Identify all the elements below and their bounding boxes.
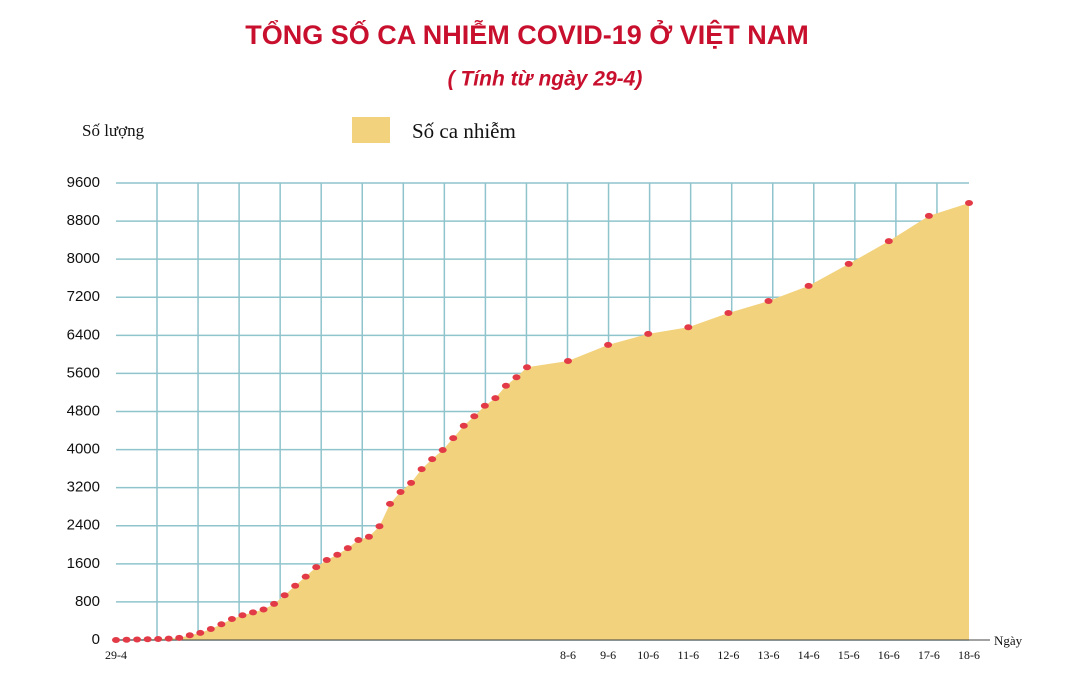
legend-swatch bbox=[352, 117, 390, 143]
point bbox=[133, 636, 142, 643]
x-tick-label: 9-6 bbox=[600, 648, 616, 662]
y-tick-label: 6400 bbox=[67, 326, 100, 343]
point bbox=[333, 551, 342, 558]
point bbox=[227, 616, 236, 623]
point bbox=[804, 282, 813, 289]
point bbox=[322, 557, 331, 564]
y-tick-label: 0 bbox=[92, 631, 100, 648]
point bbox=[312, 564, 321, 571]
point bbox=[512, 374, 521, 381]
x-tick-label: 18-6 bbox=[958, 648, 980, 662]
x-tick-label: 15-6 bbox=[838, 648, 860, 662]
point bbox=[438, 447, 447, 454]
point bbox=[238, 612, 247, 619]
point bbox=[143, 636, 152, 643]
chart-title: TỔNG SỐ CA NHIỄM COVID-19 Ở VIỆT NAM bbox=[245, 18, 809, 50]
y-axis-label: Số lượng bbox=[82, 121, 145, 140]
x-tick-label: 29-4 bbox=[105, 648, 127, 662]
point bbox=[249, 609, 257, 616]
y-tick-label: 7200 bbox=[67, 288, 100, 305]
point bbox=[185, 632, 194, 639]
point bbox=[470, 413, 479, 420]
point bbox=[644, 330, 653, 337]
point bbox=[122, 636, 131, 643]
x-tick-label: 13-6 bbox=[758, 648, 780, 662]
x-tick-label: 14-6 bbox=[798, 648, 820, 662]
point bbox=[724, 309, 733, 316]
y-tick-label: 5600 bbox=[67, 364, 100, 381]
y-tick-label: 9600 bbox=[67, 174, 100, 191]
point bbox=[965, 199, 973, 206]
point bbox=[428, 456, 437, 463]
point bbox=[217, 621, 226, 628]
y-tick-label: 1600 bbox=[67, 555, 100, 572]
point bbox=[386, 500, 394, 507]
point bbox=[459, 422, 468, 429]
y-tick-label: 2400 bbox=[67, 517, 100, 534]
point bbox=[924, 212, 933, 219]
point bbox=[491, 395, 500, 402]
point bbox=[343, 545, 352, 552]
point bbox=[396, 488, 405, 495]
point bbox=[564, 358, 572, 365]
y-tick-label: 8800 bbox=[67, 212, 100, 229]
point bbox=[884, 238, 893, 245]
point bbox=[206, 626, 215, 633]
y-tick-label: 800 bbox=[75, 593, 100, 610]
point bbox=[280, 592, 289, 599]
point bbox=[501, 382, 510, 389]
point bbox=[164, 635, 173, 642]
point bbox=[354, 537, 363, 544]
point bbox=[417, 466, 426, 473]
chart-subtitle: ( Tính từ ngày 29-4) bbox=[448, 68, 643, 91]
x-tick-label: 16-6 bbox=[878, 648, 900, 662]
y-tick-label: 4000 bbox=[67, 441, 100, 458]
area bbox=[116, 202, 969, 640]
x-tick-label: 10-6 bbox=[637, 648, 659, 662]
point bbox=[407, 479, 416, 486]
legend-label: Số ca nhiễm bbox=[412, 119, 516, 143]
point bbox=[375, 523, 384, 530]
y-tick-label: 3200 bbox=[67, 479, 100, 496]
point bbox=[270, 600, 279, 607]
point bbox=[175, 634, 184, 641]
x-tick-label: 12-6 bbox=[717, 648, 739, 662]
x-tick-label: 17-6 bbox=[918, 648, 940, 662]
x-tick-label: 11-6 bbox=[678, 648, 700, 662]
y-tick-label: 8000 bbox=[67, 250, 100, 267]
x-tick-label: 8-6 bbox=[560, 648, 576, 662]
point bbox=[196, 629, 205, 636]
point bbox=[112, 637, 120, 643]
point bbox=[764, 298, 773, 305]
point bbox=[154, 636, 163, 643]
point bbox=[449, 435, 458, 442]
point bbox=[523, 364, 531, 371]
point bbox=[291, 582, 300, 589]
y-tick-label: 4800 bbox=[67, 402, 100, 419]
point bbox=[684, 324, 693, 331]
point bbox=[301, 573, 310, 580]
point bbox=[844, 260, 853, 267]
point bbox=[364, 533, 373, 540]
plot bbox=[116, 202, 969, 640]
point bbox=[604, 341, 613, 348]
point bbox=[259, 606, 268, 613]
x-axis-label: Ngày bbox=[994, 633, 1023, 648]
point bbox=[480, 402, 489, 409]
